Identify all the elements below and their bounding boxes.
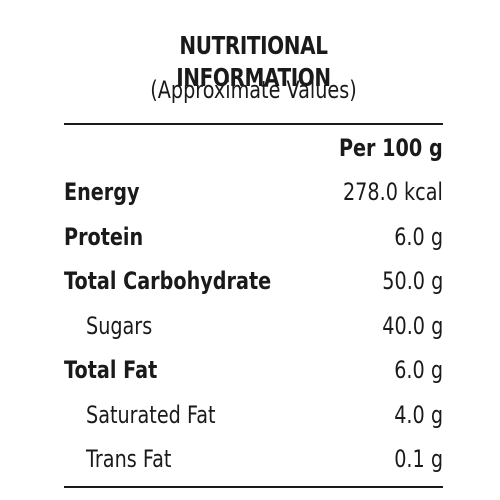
top-divider (64, 123, 443, 125)
bottom-divider (64, 486, 443, 488)
nutrient-row-energy: Energy 278.0 kcal (64, 170, 443, 214)
nutrient-value: 6.0 g (394, 223, 443, 251)
nutrient-label: Saturated Fat (86, 401, 216, 429)
nutrient-value: 4.0 g (394, 401, 443, 429)
nutrition-panel: NUTRITIONAL INFORMATION (Approximate Val… (64, 0, 443, 500)
column-header-row: Per 100 g (64, 126, 443, 170)
nutrient-row-protein: Protein 6.0 g (64, 215, 443, 259)
nutrient-label: Total Fat (64, 356, 158, 384)
per-100g-header: Per 100 g (339, 134, 443, 162)
nutrient-row-total-fat: Total Fat 6.0 g (64, 348, 443, 392)
panel-subtitle: (Approximate Values) (150, 76, 357, 104)
nutrient-value: 278.0 kcal (343, 178, 443, 206)
nutrient-label: Energy (64, 178, 140, 206)
panel-title: NUTRITIONAL INFORMATION (176, 31, 331, 92)
nutrient-value: 0.1 g (394, 445, 443, 473)
nutrient-value: 6.0 g (394, 356, 443, 384)
nutrient-row-trans-fat: Trans Fat 0.1 g (64, 437, 443, 481)
nutrient-row-saturated-fat: Saturated Fat 4.0 g (64, 393, 443, 437)
nutrient-label: Trans Fat (86, 445, 172, 473)
nutrient-label: Total Carbohydrate (64, 267, 272, 295)
nutrient-value: 40.0 g (381, 312, 443, 340)
nutrient-label: Sugars (86, 312, 153, 340)
nutrient-row-sugars: Sugars 40.0 g (64, 304, 443, 348)
nutrient-label: Protein (64, 223, 144, 251)
nutrient-value: 50.0 g (381, 267, 443, 295)
nutrient-row-total-carbohydrate: Total Carbohydrate 50.0 g (64, 259, 443, 303)
